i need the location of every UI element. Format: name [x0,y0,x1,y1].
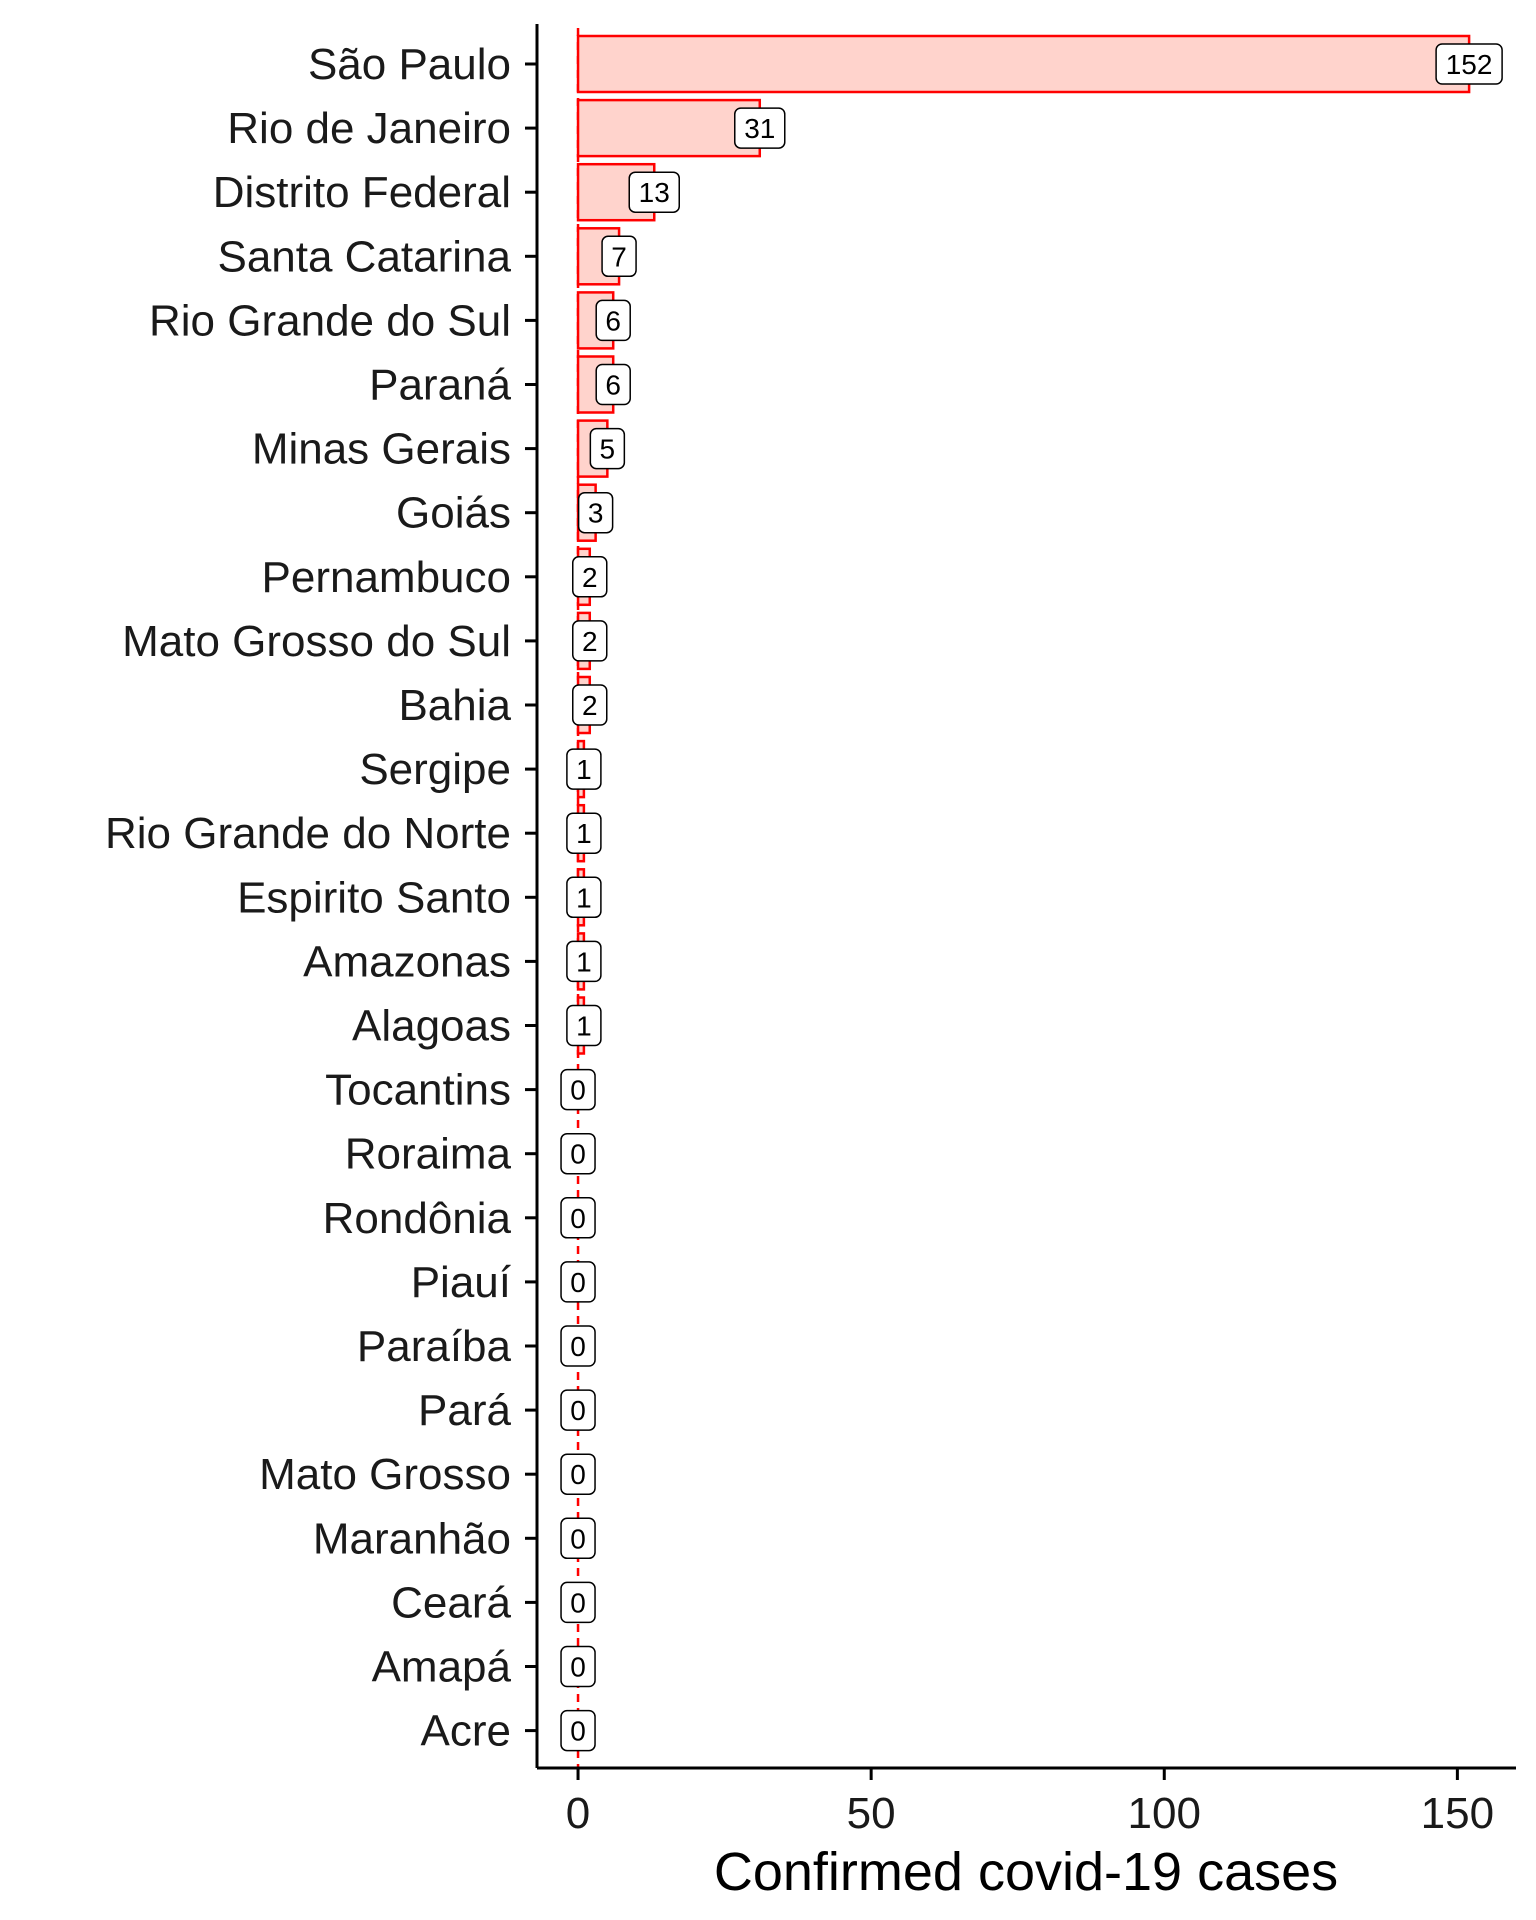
data-label-box [560,1517,596,1560]
category-label: Acre [421,1707,511,1756]
category-label: Minas Gerais [252,425,511,474]
bar [576,98,762,158]
data-label-box [566,748,602,790]
data-label: 152 [1446,49,1493,80]
category-label: Mato Grosso [259,1450,511,1499]
category-label: Roraima [345,1130,512,1179]
data-label: 0 [570,1523,586,1554]
data-label-box [560,1453,596,1495]
data-label: 31 [744,113,775,144]
data-label-box [572,620,608,662]
category-label: Rio Grande do Norte [105,809,511,858]
data-label: 0 [570,1716,586,1747]
data-label: 5 [600,434,616,465]
category-label: Rio Grande do Sul [149,296,511,345]
category-label: Pará [418,1386,511,1435]
data-label: 0 [570,1267,586,1298]
data-label-box [566,876,602,919]
category-label: Paraná [369,361,511,410]
data-label: 13 [639,177,670,208]
data-label-box [566,1004,602,1047]
data-label: 1 [576,1011,592,1042]
category-label: Bahia [398,681,511,730]
category-label: Tocantins [325,1066,511,1115]
data-label-box [577,491,614,534]
data-label-box [595,299,631,342]
data-label-box [560,1581,596,1624]
data-label: 2 [582,690,598,721]
data-label-box [601,235,637,278]
category-label: Espirito Santo [237,873,511,922]
data-label: 0 [570,1395,586,1426]
data-label: 2 [582,626,598,657]
data-label-box [560,1709,596,1752]
data-label-box [560,1325,596,1367]
data-label-box [572,556,608,598]
data-label-box [589,427,626,470]
category-label: Rondônia [323,1194,512,1243]
data-label: 0 [570,1587,586,1618]
data-label-box [560,1261,596,1303]
x-tick-label: 50 [847,1789,896,1838]
x-tick-label: 100 [1128,1789,1201,1838]
data-label-box [628,171,680,213]
data-label-box [566,812,602,854]
data-label-box [1435,43,1503,85]
category-label: Ceará [391,1578,511,1627]
category-label: Sergipe [359,745,511,794]
category-label: Rio de Janeiro [227,104,511,153]
x-axis-title: Confirmed covid-19 cases [714,1842,1338,1902]
x-tick-label: 0 [566,1789,590,1838]
category-label: São Paulo [308,40,511,89]
data-label: 1 [576,946,592,977]
data-label: 1 [576,754,592,785]
data-label: 0 [570,1331,586,1362]
category-label: Alagoas [352,1002,511,1051]
data-label-box [572,684,608,726]
category-label: Goiás [396,489,511,538]
data-label: 0 [570,1459,586,1490]
data-label: 0 [570,1139,586,1170]
category-label: Mato Grosso do Sul [122,617,511,666]
data-label-box [560,1645,596,1688]
category-label: Maranhão [313,1514,511,1563]
data-label: 1 [576,882,592,913]
data-label-box [560,1068,596,1111]
data-label: 0 [570,1652,586,1683]
data-label: 1 [576,818,592,849]
category-label: Paraíba [357,1322,512,1371]
data-label-box [560,1389,596,1431]
data-label-box [734,107,786,149]
category-label: Piauí [411,1258,512,1307]
category-label: Santa Catarina [217,232,511,281]
data-label: 7 [611,241,627,272]
category-label: Pernambuco [262,553,511,602]
x-tick-label: 150 [1421,1789,1494,1838]
bar [576,34,1471,94]
data-label: 6 [605,370,621,401]
data-label: 0 [570,1075,586,1106]
category-label: Distrito Federal [213,168,511,217]
data-label-box [595,363,631,406]
data-label: 2 [582,562,598,593]
data-label-box [560,1197,596,1239]
data-label: 0 [570,1203,586,1234]
category-label: Amapá [372,1643,512,1692]
category-label: Amazonas [303,937,511,986]
data-label-box [566,940,602,983]
data-label: 6 [605,305,621,336]
data-label-box [560,1132,596,1175]
data-label: 3 [588,498,604,529]
